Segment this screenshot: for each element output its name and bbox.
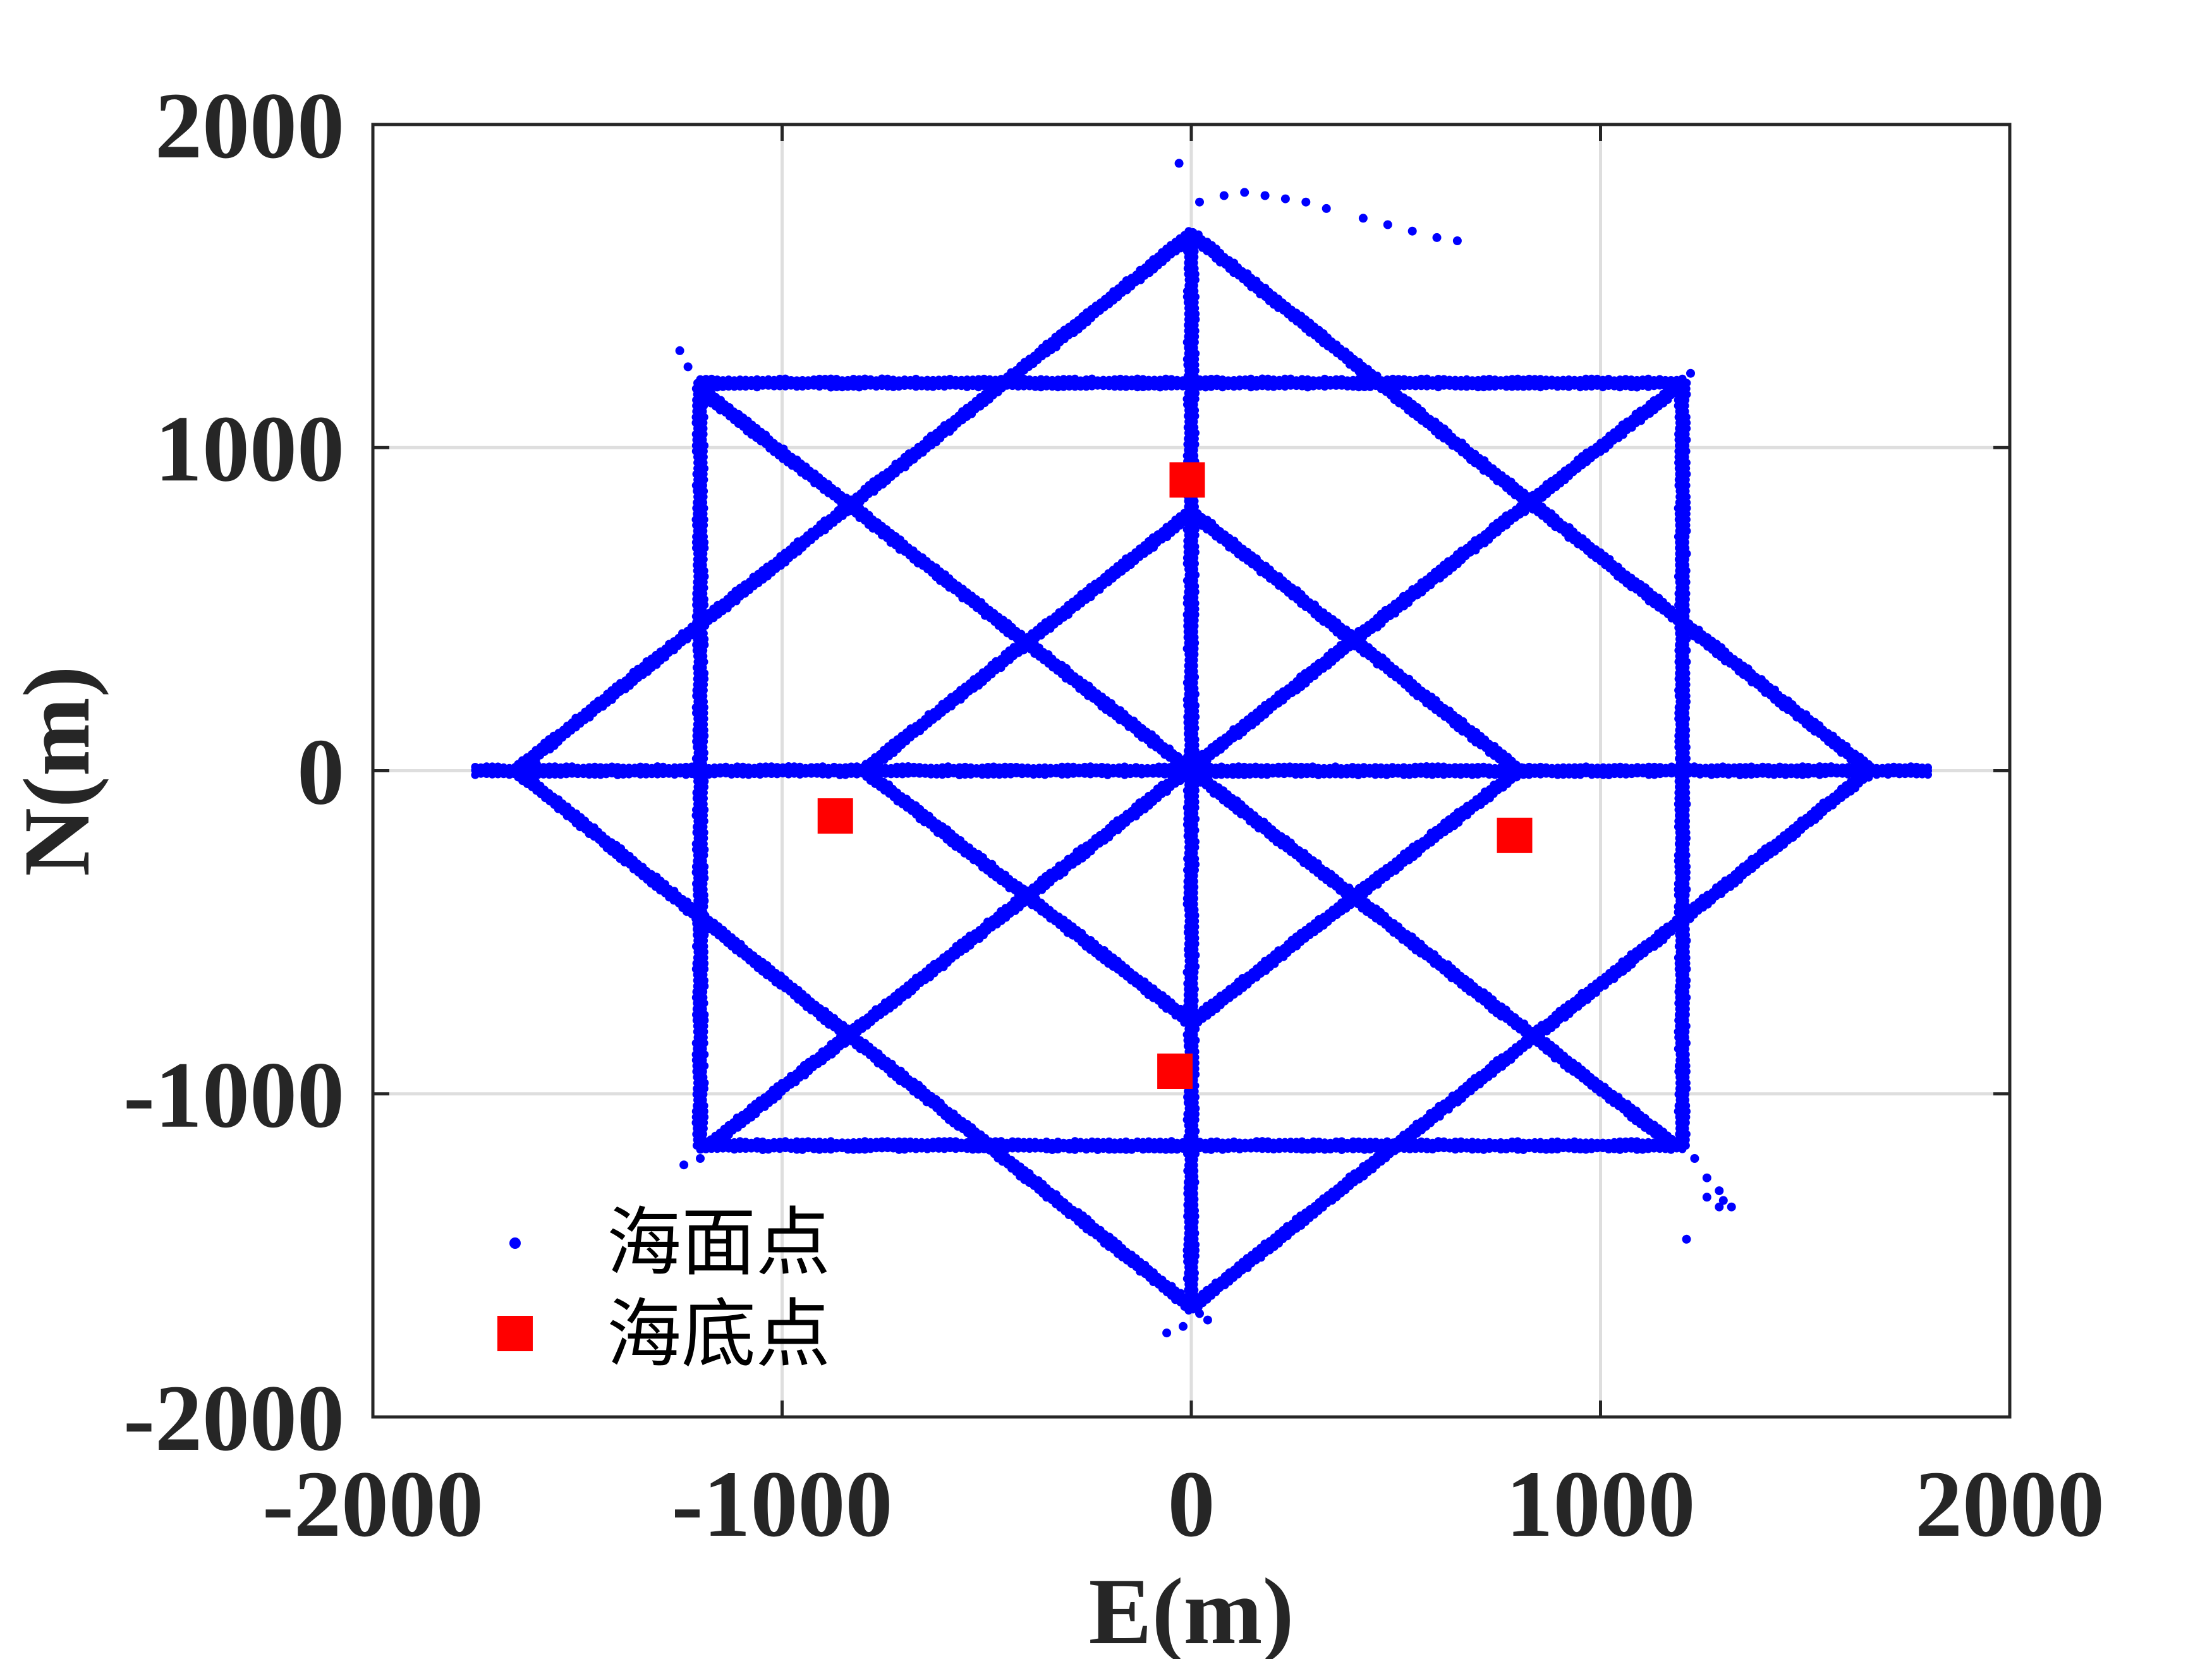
series-surface-points — [471, 159, 1932, 1338]
data-layer — [471, 159, 1932, 1338]
surface-point — [1668, 1143, 1677, 1152]
